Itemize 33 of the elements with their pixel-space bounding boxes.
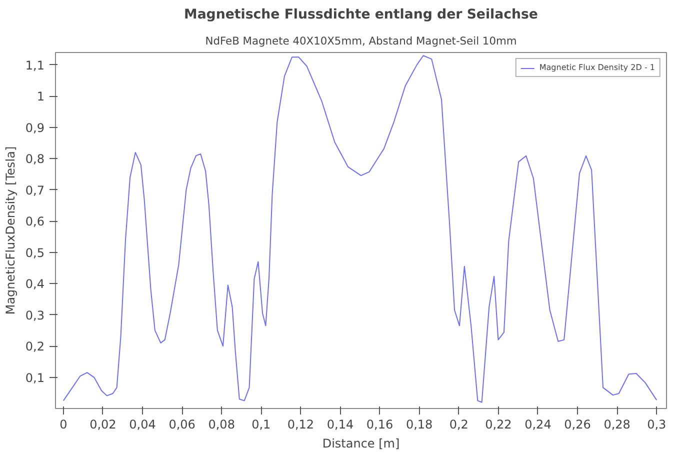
x-tick-label: 0,28 — [604, 418, 630, 432]
y-tick-label: 0,5 — [25, 246, 45, 260]
y-tick-label: 0,6 — [25, 214, 45, 229]
y-tick-label: 1,1 — [25, 58, 45, 72]
x-tick-label: 0,12 — [287, 418, 314, 432]
x-tick-label: 0,16 — [366, 418, 394, 432]
y-tick-label: 0,4 — [25, 277, 45, 292]
x-tick-label: 0,26 — [564, 418, 591, 432]
x-tick-label: 0,08 — [208, 418, 235, 432]
y-tick-label: 0,8 — [25, 152, 45, 166]
x-tick-label: 0,3 — [647, 418, 666, 432]
y-tick-label: 0,3 — [25, 308, 45, 322]
x-tick-label: 0,22 — [485, 418, 512, 432]
y-tick-label: 0,2 — [25, 340, 45, 354]
x-tick-label: 0 — [60, 418, 68, 432]
y-tick-label: 0,1 — [25, 370, 45, 385]
legend-label: Magnetic Flux Density 2D - 1 — [539, 63, 655, 72]
x-tick-label: 0,2 — [449, 418, 468, 432]
line-series — [62, 55, 658, 403]
y-tick-label: 0,9 — [25, 120, 45, 135]
x-tick-label: 0,02 — [90, 418, 116, 432]
x-tick-label: 0,18 — [406, 418, 433, 432]
x-tick-label: 0,06 — [168, 418, 196, 432]
y-tick-label: 0,7 — [25, 183, 45, 198]
x-tick-label: 0,24 — [524, 418, 552, 432]
y-tick-label: 1 — [36, 90, 45, 104]
chart-title: Magnetische Flussdichte entlang der Seilachse — [184, 8, 538, 22]
chart-subtitle: NdFeB Magnete 40X10X5mm, Abstand Magnet-Seil 10mm — [205, 34, 517, 48]
x-tick-label: 0,04 — [129, 418, 156, 432]
x-tick-label: 0,14 — [326, 418, 354, 432]
x-axis-title: Distance [m] — [322, 436, 400, 450]
x-tick-label: 0,1 — [252, 418, 271, 432]
y-axis-title: MagneticFluxDensity [Tesla] — [3, 146, 18, 315]
